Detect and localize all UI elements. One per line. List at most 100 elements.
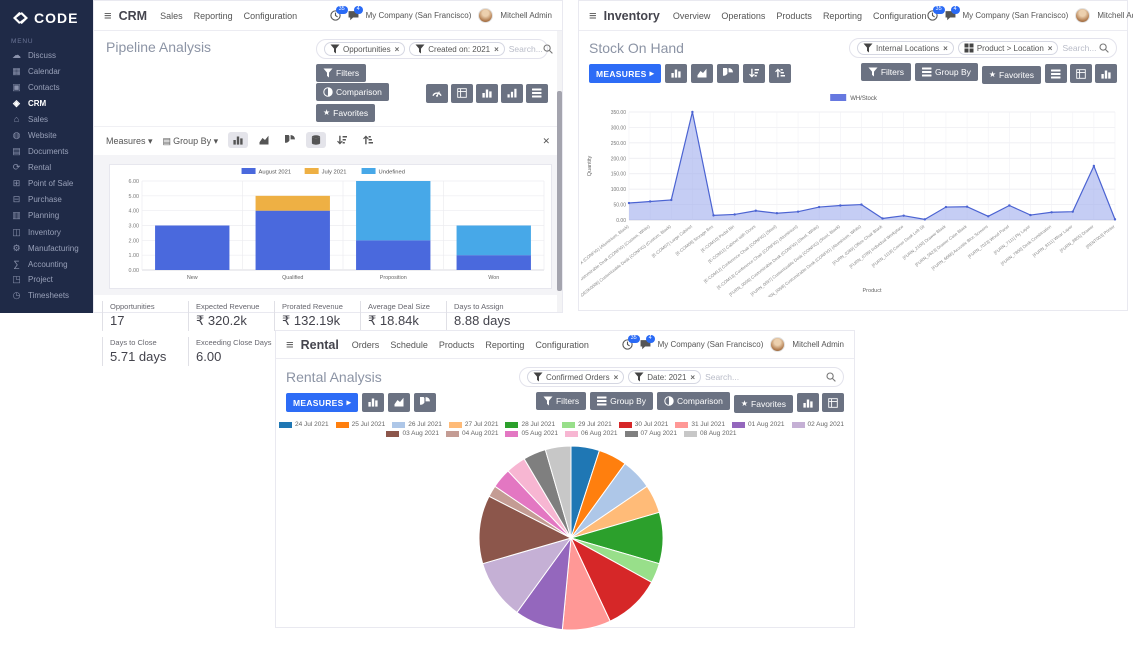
- measures-button[interactable]: MEASURES ▸: [286, 393, 359, 412]
- group-by-button[interactable]: Group By: [914, 63, 978, 81]
- menu-reporting[interactable]: Reporting: [822, 10, 862, 21]
- comparison-button[interactable]: Comparison: [657, 392, 730, 410]
- menu-products[interactable]: Products: [438, 339, 475, 350]
- sidebar-item-accounting[interactable]: ∑ Accounting: [0, 256, 93, 271]
- legend-24-jul-2021[interactable]: 24 Jul 2021: [278, 421, 329, 428]
- activities-icon[interactable]: 35: [329, 6, 348, 21]
- menu-reporting[interactable]: Reporting: [193, 10, 233, 21]
- filters-button[interactable]: Filters: [860, 63, 911, 81]
- legend-27-jul-2021[interactable]: 27 Jul 2021: [448, 421, 498, 428]
- crm-search-bar[interactable]: Opportunities × Created on: 2021 × Search...: [316, 39, 553, 59]
- graph-area-icon[interactable]: [388, 392, 411, 412]
- legend-31-jul-2021[interactable]: 31 Jul 2021: [675, 421, 725, 428]
- legend-30-jul-2021[interactable]: 30 Jul 2021: [618, 421, 668, 428]
- menu-sales[interactable]: Sales: [160, 10, 183, 21]
- sidebar-item-crm[interactable]: ◈ CRM: [0, 96, 93, 112]
- legend-07-aug-2021[interactable]: 07 Aug 2021: [624, 430, 677, 437]
- graph-pie-icon[interactable]: [717, 63, 740, 83]
- facet-opportunities[interactable]: Opportunities ×: [324, 42, 406, 56]
- avatar[interactable]: [770, 337, 786, 352]
- legend-04-aug-2021[interactable]: 04 Aug 2021: [445, 430, 498, 437]
- view-dashboard-icon[interactable]: [426, 83, 448, 103]
- legend-29-jul-2021[interactable]: 29 Jul 2021: [562, 421, 612, 428]
- rental-search-bar[interactable]: Confirmed Orders × Date: 2021 × Search...: [519, 367, 844, 387]
- graph-pie-icon[interactable]: [414, 392, 437, 412]
- view-list-icon[interactable]: [1045, 64, 1067, 83]
- avatar[interactable]: [1075, 8, 1091, 23]
- legend-25-jul-2021[interactable]: 25 Jul 2021: [335, 421, 385, 428]
- inventory-search-bar[interactable]: Internal Locations × Product > Location × Se…: [849, 38, 1117, 58]
- comparison-button[interactable]: Comparison: [316, 83, 389, 101]
- remove-facet-icon[interactable]: ×: [494, 44, 499, 54]
- filters-button[interactable]: Filters: [316, 64, 367, 82]
- legend-02-aug-2021[interactable]: 02 Aug 2021: [791, 421, 844, 428]
- legend-08-aug-2021[interactable]: 08 Aug 2021: [684, 430, 737, 437]
- facet-confirmed-orders[interactable]: Confirmed Orders ×: [527, 370, 625, 384]
- scrollbar-thumb[interactable]: [557, 91, 562, 291]
- sidebar-item-documents[interactable]: ▤ Documents: [12, 145, 69, 156]
- sidebar-item-contacts[interactable]: ▣ Contacts: [12, 81, 60, 92]
- view-pivot-icon[interactable]: [822, 393, 844, 412]
- remove-facet-icon[interactable]: ×: [613, 372, 619, 382]
- menu-products[interactable]: Products: [776, 10, 812, 21]
- remove-facet-icon[interactable]: ×: [690, 372, 696, 382]
- activities-icon[interactable]: 35: [926, 6, 945, 21]
- view-pivot-icon[interactable]: [1070, 64, 1092, 83]
- menu-schedule[interactable]: Schedule: [390, 339, 428, 350]
- inventory-app-name[interactable]: Inventory: [603, 8, 660, 23]
- messages-icon[interactable]: 4: [348, 6, 363, 21]
- view-graph-icon[interactable]: [797, 393, 819, 412]
- search-icon[interactable]: [543, 44, 553, 54]
- graph-sortd-icon[interactable]: [743, 63, 766, 83]
- activities-icon[interactable]: 35: [621, 335, 640, 350]
- bar-chart-icon[interactable]: [228, 132, 249, 148]
- search-input[interactable]: Search...: [705, 372, 740, 382]
- menu-configuration[interactable]: Configuration: [243, 10, 298, 21]
- menu-operations[interactable]: Operations: [721, 10, 766, 21]
- favorites-button[interactable]: ★ Favorites: [733, 395, 793, 413]
- menu-orders[interactable]: Orders: [351, 339, 380, 350]
- legend-28-jul-2021[interactable]: 28 Jul 2021: [505, 421, 555, 428]
- favorites-button[interactable]: ★ Favorites: [981, 66, 1041, 84]
- sorta-chart-icon[interactable]: [358, 132, 378, 148]
- pie-chart-icon[interactable]: [280, 132, 300, 148]
- facet-internal-locations[interactable]: Internal Locations ×: [857, 41, 954, 55]
- sidebar-item-planning[interactable]: ▥ Planning: [12, 210, 60, 221]
- messages-icon[interactable]: 4: [945, 6, 960, 21]
- user-menu[interactable]: Mitchell Admin: [792, 340, 844, 349]
- graph-sorta-icon[interactable]: [769, 63, 792, 83]
- search-input[interactable]: Search...: [508, 44, 543, 54]
- sidebar-item-purchase[interactable]: ⊟ Purchase: [12, 194, 62, 205]
- user-menu[interactable]: Mitchell Admin: [500, 11, 552, 20]
- graph-bar-icon[interactable]: [362, 392, 385, 412]
- view-graph-icon[interactable]: [476, 83, 498, 103]
- sidebar-item-website[interactable]: ◍ Website: [12, 129, 57, 140]
- legend-26-jul-2021[interactable]: 26 Jul 2021: [392, 421, 442, 428]
- facet-product-location[interactable]: Product > Location ×: [957, 41, 1059, 55]
- company-switcher[interactable]: My Company (San Francisco): [365, 11, 472, 20]
- groupby-dropdown[interactable]: ▤ Group By ▾: [162, 135, 219, 146]
- sidebar-item-discuss[interactable]: ☁ Discuss: [12, 49, 57, 60]
- menu-reporting[interactable]: Reporting: [485, 339, 525, 350]
- area-chart-icon[interactable]: [254, 132, 274, 148]
- company-switcher[interactable]: My Company (San Francisco): [962, 11, 1069, 20]
- sidebar-item-rental[interactable]: ⟳ Rental: [12, 161, 52, 172]
- legend-05-aug-2021[interactable]: 05 Aug 2021: [505, 430, 558, 437]
- crm-app-name[interactable]: CRM: [118, 8, 148, 23]
- view-graph-icon[interactable]: [1095, 64, 1117, 83]
- view-pivot-icon[interactable]: [451, 83, 473, 103]
- stack-chart-icon[interactable]: [306, 132, 327, 148]
- legend-06-aug-2021[interactable]: 06 Aug 2021: [565, 430, 618, 437]
- menu-configuration[interactable]: Configuration: [872, 10, 927, 21]
- sidebar-item-calendar[interactable]: ▦ Calendar: [12, 65, 61, 76]
- sidebar-item-timesheets[interactable]: ◷ Timesheets: [12, 290, 70, 301]
- close-icon[interactable]: ✕: [542, 135, 550, 146]
- facet-created-on-2021[interactable]: Created on: 2021 ×: [409, 42, 505, 56]
- view-cohort-icon[interactable]: [501, 83, 523, 103]
- favorites-button[interactable]: ★ Favorites: [316, 104, 376, 122]
- search-icon[interactable]: [826, 372, 836, 382]
- sidebar-item-project[interactable]: ◳ Project: [12, 274, 53, 285]
- sidebar-item-sales[interactable]: ⌂ Sales: [0, 112, 93, 127]
- group-by-button[interactable]: Group By: [590, 392, 654, 410]
- sidebar-item-point-of-sale[interactable]: ⊞ Point of Sale: [12, 178, 74, 189]
